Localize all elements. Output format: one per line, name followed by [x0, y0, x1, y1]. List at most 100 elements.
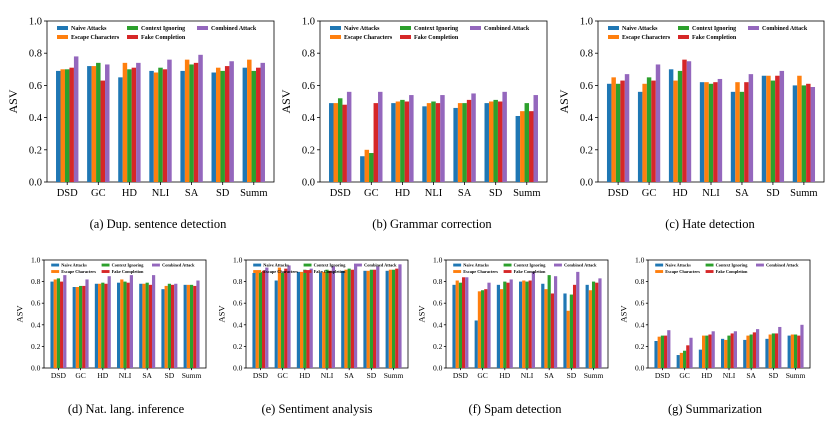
bar	[145, 282, 149, 368]
bar	[139, 283, 143, 368]
bar	[82, 285, 86, 368]
y-tick-label: 0.6	[29, 81, 42, 92]
chart-panel: 0.0 0.2 0.4 0.6 0.8 1.0 ASV DSD GC HD NLI SA SD Summ N…	[557, 17, 825, 231]
bar	[363, 270, 367, 368]
bar	[91, 66, 97, 182]
bar	[161, 289, 165, 368]
bar	[477, 291, 482, 368]
legend-label: Fake Completion	[141, 35, 186, 41]
legend-label: Naive Attacks	[463, 262, 489, 267]
legend-swatch	[51, 270, 60, 273]
bar	[660, 335, 665, 368]
bar	[344, 269, 348, 368]
bar	[749, 334, 753, 368]
legend-swatch	[57, 26, 68, 30]
legend-swatch	[678, 35, 689, 39]
bar	[325, 269, 329, 368]
y-tick-label: 0.8	[302, 49, 315, 60]
x-tick-label: NLI	[425, 188, 443, 199]
legend-swatch	[101, 270, 110, 273]
bar	[229, 61, 234, 182]
legend: Naive Attacks Escape Characters Context Ig…	[608, 26, 808, 41]
bar	[193, 285, 197, 368]
bar	[395, 101, 401, 182]
bar	[337, 98, 343, 182]
x-tick-label: DSD	[57, 188, 78, 199]
bar	[117, 282, 121, 368]
bar	[810, 87, 816, 182]
y-tick-label: 0.6	[233, 299, 243, 308]
bar	[435, 103, 441, 182]
bar	[611, 77, 616, 182]
bar	[524, 103, 530, 182]
legend-label: Naive Attacks	[665, 262, 691, 267]
bar	[471, 93, 476, 182]
bar	[793, 334, 798, 368]
bar	[215, 67, 221, 182]
bar	[484, 103, 489, 182]
legend-label: Fake Completion	[716, 269, 748, 274]
y-tick-label: 0.2	[29, 145, 42, 156]
bar	[385, 270, 389, 368]
legend-label: Context Ignoring	[716, 262, 749, 267]
y-tick-label: 0.8	[29, 49, 42, 60]
legend-swatch	[554, 263, 562, 267]
bar	[174, 283, 178, 368]
legend-label: Escape Characters	[622, 35, 671, 41]
bar	[333, 103, 338, 182]
legend-swatch	[330, 35, 341, 39]
legend-label: Combined Attack	[364, 262, 397, 267]
bar	[620, 80, 625, 182]
bar	[730, 333, 734, 368]
y-axis-label: ASV	[6, 89, 20, 113]
bar	[673, 80, 678, 182]
bar	[462, 103, 467, 182]
legend-label: Escape Characters	[71, 35, 120, 41]
legend-label: Context Ignoring	[692, 26, 736, 32]
bar	[457, 103, 463, 182]
bar	[487, 282, 491, 368]
legend-swatch	[655, 270, 664, 273]
bar	[329, 103, 334, 182]
bar	[193, 62, 199, 182]
bar	[300, 271, 304, 368]
bar	[73, 56, 79, 182]
bar	[440, 95, 445, 182]
bar	[624, 74, 630, 182]
legend-label: Naive Attacks	[61, 262, 87, 267]
y-tick-label: 0.2	[433, 342, 443, 351]
bar	[87, 66, 92, 182]
bar	[142, 283, 146, 368]
bar	[328, 270, 332, 368]
bar	[668, 69, 674, 182]
bar	[319, 272, 323, 368]
legend-label: Combined Attack	[162, 262, 195, 267]
bar	[775, 75, 780, 182]
bar	[153, 72, 159, 182]
bar	[724, 339, 728, 368]
bar	[105, 64, 110, 182]
bar	[506, 282, 510, 368]
legend-swatch	[705, 270, 714, 273]
legend-swatch	[503, 270, 512, 273]
y-tick-label: 1.0	[635, 256, 645, 265]
bar	[525, 281, 529, 368]
bar	[127, 69, 132, 182]
bar	[766, 75, 771, 182]
x-tick-label: Summ	[584, 371, 604, 380]
y-tick-label: 0.4	[31, 320, 41, 329]
legend-label: Escape Characters	[344, 35, 393, 41]
x-tick-label: GC	[477, 371, 487, 380]
legend-label: Context Ignoring	[414, 26, 458, 32]
x-tick-label: HD	[299, 371, 310, 380]
bar	[452, 284, 456, 368]
chart-panel: 0.0 0.2 0.4 0.6 0.8 1.0 ASV DSD GC HD NLI SA SD Summ N…	[416, 256, 609, 416]
bar	[576, 271, 580, 368]
y-tick-label: 0.4	[433, 320, 443, 329]
bar	[388, 269, 392, 368]
legend-swatch	[655, 263, 664, 267]
bar	[422, 106, 427, 182]
bar	[743, 339, 747, 368]
bar	[162, 69, 168, 182]
bar	[118, 77, 123, 182]
